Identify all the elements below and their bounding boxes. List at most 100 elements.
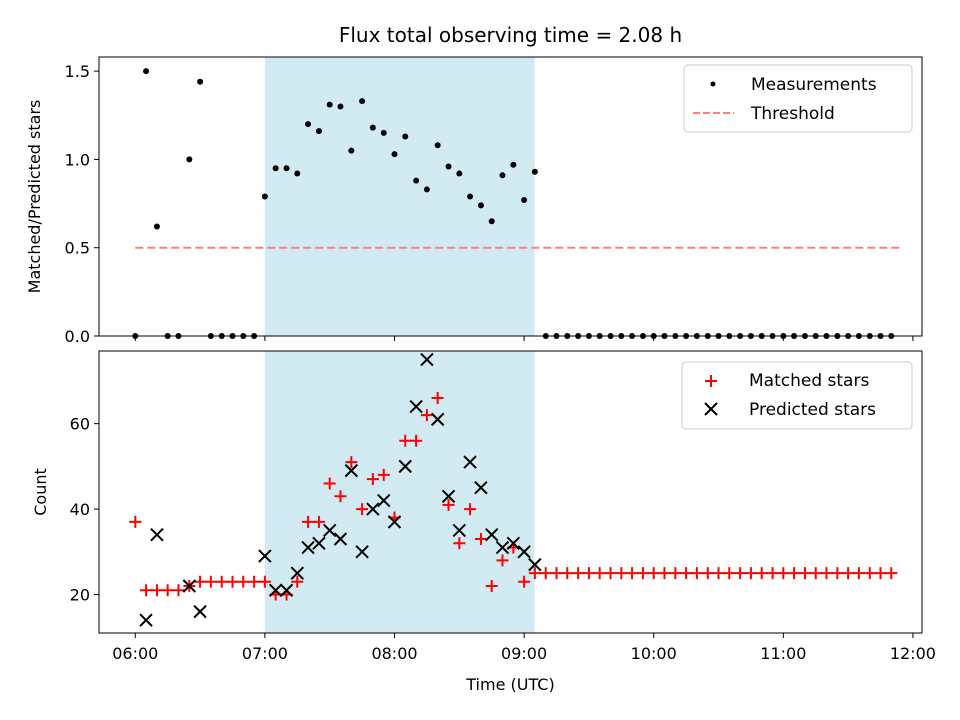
predicted-star-point <box>474 481 488 495</box>
predicted-star-point <box>333 532 348 546</box>
y-tick-label-ratio: 0.5 <box>65 239 90 258</box>
measurement-point <box>261 193 268 200</box>
matched-star-point <box>863 567 876 580</box>
legend-top: Measurements Threshold <box>683 64 913 133</box>
matched-star-point <box>334 490 347 503</box>
legend-label-predicted: Predicted stars <box>749 400 876 420</box>
predicted-star-point <box>484 528 499 542</box>
predicted-star-point <box>139 613 153 627</box>
matched-star-point <box>140 584 153 597</box>
matched-star-point <box>485 580 498 592</box>
predicted-star-point <box>268 583 283 597</box>
predicted-star-point <box>517 545 531 559</box>
matched-star-point <box>323 477 336 490</box>
predicted-star-point <box>387 515 402 529</box>
matched-star-point <box>528 567 541 580</box>
matched-star-point <box>194 575 207 588</box>
matched-star-point <box>420 409 433 422</box>
predicted-star-point <box>377 493 391 508</box>
x-tick-label: 11:00 <box>760 644 806 663</box>
matched-star-point <box>701 567 714 580</box>
measurement-point <box>153 223 160 230</box>
legend-label-measurements: Measurements <box>751 75 877 95</box>
predicted-star-point <box>506 536 521 550</box>
matched-star-point <box>453 537 466 550</box>
measurement-point <box>531 168 538 175</box>
measurement-point <box>434 142 441 149</box>
measurement-point <box>467 193 474 200</box>
measurement-point <box>305 121 312 128</box>
measurement-point <box>477 202 484 209</box>
matched-star-point <box>690 567 703 580</box>
predicted-star-point <box>322 523 337 538</box>
matched-star-point <box>399 434 412 447</box>
measurement-point <box>272 165 279 172</box>
matched-star-point <box>820 567 833 580</box>
x-axis-label: Time (UTC) <box>465 675 554 694</box>
measurement-point <box>359 98 366 105</box>
matched-star-point <box>626 567 639 580</box>
matched-star-point <box>831 567 844 580</box>
measurement-point <box>521 197 528 204</box>
matched-star-point <box>204 575 217 588</box>
measurement-point <box>294 170 301 177</box>
matched-star-point <box>604 567 617 580</box>
predicted-star-point <box>301 540 315 555</box>
predicted-star-point <box>312 536 326 550</box>
matched-star-point <box>788 567 801 580</box>
predicted-star-point <box>420 352 434 367</box>
x-tick-label: 10:00 <box>631 644 677 663</box>
matched-star-point <box>442 498 455 511</box>
matched-star-point <box>312 515 325 528</box>
legend-marker-matched <box>705 375 717 387</box>
matched-star-point <box>777 567 790 580</box>
y-tick-label-ratio: 0.0 <box>65 327 90 346</box>
measurement-point <box>391 151 398 158</box>
matched-star-point <box>561 567 574 580</box>
observing-window-ratio <box>264 57 535 336</box>
predicted-star-point <box>193 604 207 619</box>
matched-star-point <box>798 567 811 580</box>
matched-star-point <box>680 567 693 580</box>
measurement-point <box>369 124 376 131</box>
matched-star-point <box>723 567 736 580</box>
measurement-point <box>283 165 290 172</box>
predicted-star-point <box>344 463 359 478</box>
y-tick-label-count: 20 <box>70 586 90 605</box>
measurement-point <box>488 218 495 225</box>
predicted-star-point <box>279 583 294 597</box>
measurement-point <box>423 186 430 193</box>
matched-star-point <box>809 567 822 580</box>
y-tick-label-ratio: 1.0 <box>65 150 90 169</box>
matched-star-point <box>161 584 174 597</box>
measurement-point <box>402 133 409 140</box>
matched-star-point <box>582 567 595 580</box>
x-tick-label: 08:00 <box>371 644 417 663</box>
legend-label-matched: Matched stars <box>749 371 869 391</box>
top-panel-ratio: 0.0 0.5 1.0 1.5 <box>65 56 923 346</box>
predicted-star-point <box>150 528 164 542</box>
measurement-point <box>348 147 355 154</box>
matched-star-point <box>669 567 682 580</box>
measurement-point <box>197 78 204 85</box>
measurement-point <box>445 163 452 170</box>
matched-star-point <box>345 456 358 469</box>
legend-bottom: Matched stars Predicted stars <box>681 361 913 430</box>
axes-frame-count <box>98 350 923 634</box>
matched-star-point <box>366 473 379 486</box>
matched-star-point <box>248 575 261 588</box>
chart-title: Flux total observing time = 2.08 h <box>339 23 682 47</box>
legend-marker-measurements <box>710 81 716 87</box>
matched-star-point <box>647 567 660 580</box>
matched-star-point <box>842 567 855 580</box>
matched-star-point <box>431 392 444 404</box>
predicted-star-point <box>182 579 197 593</box>
x-tick-label: 09:00 <box>501 644 547 663</box>
matched-star-point <box>410 434 423 447</box>
matched-star-point <box>129 515 142 528</box>
predicted-star-point <box>409 399 423 414</box>
matched-star-point <box>302 515 315 528</box>
matched-star-point <box>291 575 304 588</box>
matched-star-point <box>712 567 725 580</box>
